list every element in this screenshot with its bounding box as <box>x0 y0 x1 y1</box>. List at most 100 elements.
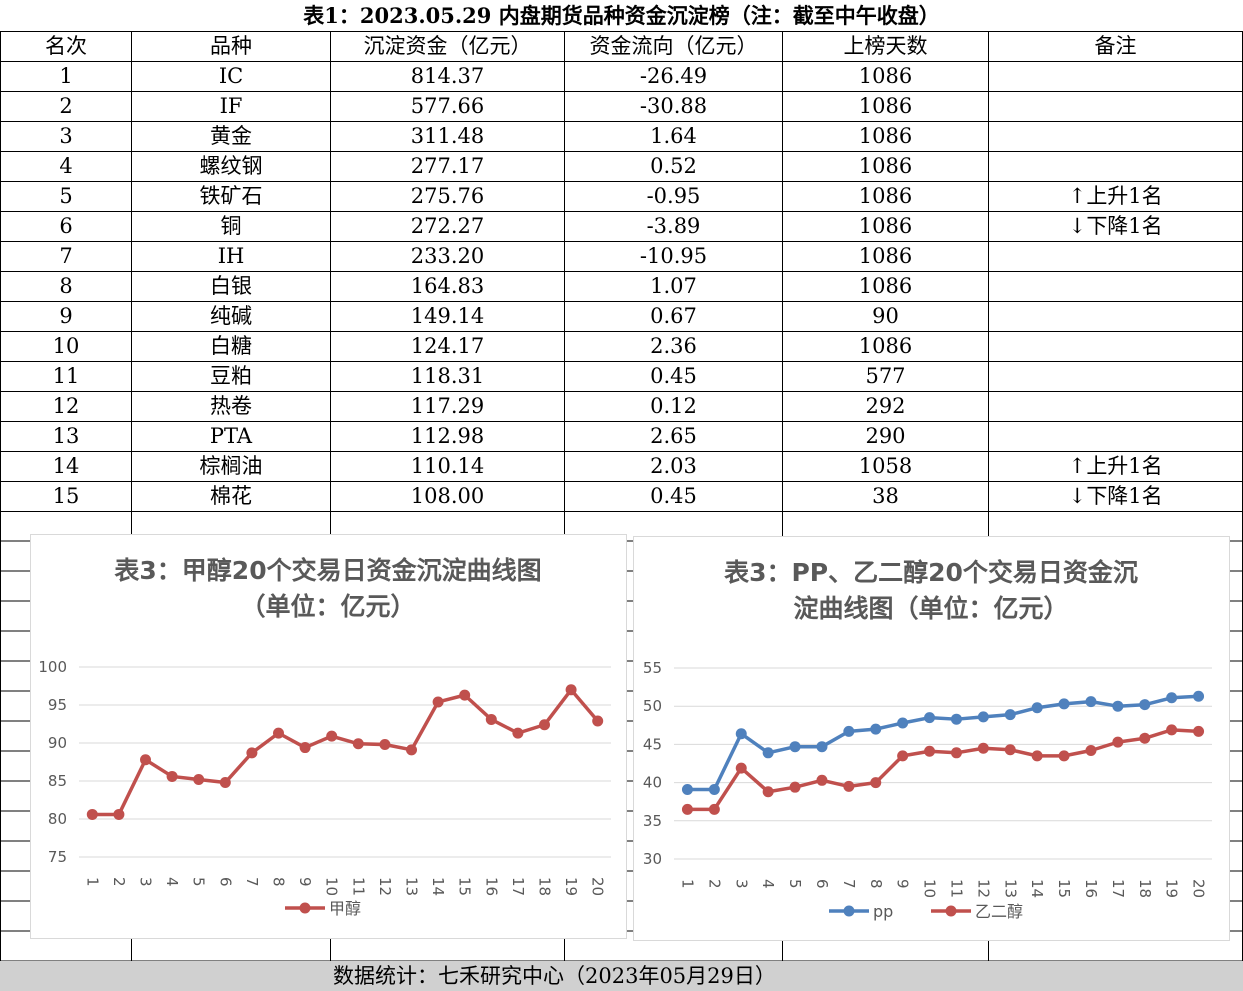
y-tick-label: 40 <box>643 774 662 792</box>
data-point <box>485 713 497 725</box>
cell-rank: 14 <box>0 451 132 482</box>
cell-note: ↑上升1名 <box>988 181 1243 212</box>
cell-name: IH <box>131 241 331 272</box>
cell-note <box>988 241 1243 272</box>
cell-days: 290 <box>782 421 989 452</box>
legend-marker <box>945 905 957 917</box>
data-point <box>352 738 364 750</box>
y-tick-label: 50 <box>643 697 662 715</box>
cell-name: IF <box>131 91 331 122</box>
y-tick-label: 80 <box>48 810 67 828</box>
data-point <box>1031 702 1043 714</box>
data-point <box>1004 709 1016 721</box>
x-tick-label: 5 <box>786 879 804 889</box>
cell-fund: 577.66 <box>330 91 565 122</box>
column-header-flow: 资金流向（亿元） <box>564 31 783 62</box>
table-row: 9 纯碱 149.14 0.67 90 <box>0 301 1243 332</box>
x-tick-label: 18 <box>536 877 554 896</box>
cell-flow: 0.45 <box>564 361 783 392</box>
x-tick-label: 17 <box>1109 879 1127 898</box>
x-tick-label: 15 <box>1055 879 1073 898</box>
data-point <box>816 774 828 786</box>
data-point <box>539 719 550 731</box>
x-tick-label: 19 <box>1163 879 1181 898</box>
data-point <box>1166 692 1178 704</box>
cell-days: 1086 <box>782 181 989 212</box>
x-tick-label: 13 <box>403 877 421 896</box>
data-point <box>977 711 989 723</box>
cell-days: 90 <box>782 301 989 332</box>
legend-marker <box>843 905 855 917</box>
data-point <box>843 725 855 737</box>
cell-rank: 2 <box>0 91 132 122</box>
methanol-chart: 表3：甲醇20个交易日资金沉淀曲线图 （单位：亿元） 75 80 85 90 95 100 1 2… <box>30 534 627 939</box>
data-point <box>1112 736 1124 748</box>
data-point <box>1139 699 1151 711</box>
x-tick-label: 6 <box>813 879 831 889</box>
data-point <box>565 684 577 696</box>
data-point <box>789 741 801 753</box>
data-point <box>762 747 774 759</box>
data-point <box>735 762 747 774</box>
data-point <box>977 742 989 754</box>
x-tick-label: 19 <box>562 877 580 896</box>
data-point <box>1166 724 1178 736</box>
x-tick-label: 14 <box>429 877 447 896</box>
cell-flow: 0.67 <box>564 301 783 332</box>
table-row: 6 铜 272.27 -3.89 1086 ↓下降1名 <box>0 211 1243 242</box>
legend-marker <box>299 902 311 914</box>
cell-rank: 4 <box>0 151 132 182</box>
cell-note <box>988 151 1243 182</box>
pp-glycol-chart: 表3：PP、乙二醇20个交易日资金沉 淀曲线图（单位：亿元） 30 35 40 45 50 5… <box>633 536 1230 941</box>
cell-fund: 117.29 <box>330 391 565 422</box>
cell-name: 铜 <box>131 211 331 242</box>
data-point <box>950 713 962 725</box>
cell-flow: -26.49 <box>564 61 783 92</box>
x-tick-label: 1 <box>83 877 101 887</box>
table-row: 7 IH 233.20 -10.95 1086 <box>0 241 1243 272</box>
data-point <box>1085 745 1097 757</box>
data-point <box>1193 690 1205 702</box>
table-row: 11 豆粕 118.31 0.45 577 <box>0 361 1243 392</box>
y-tick-label: 75 <box>48 848 67 866</box>
legend-label: 甲醇 <box>329 899 361 918</box>
note-text: 下降1名 <box>1086 214 1163 238</box>
cell-name: 豆粕 <box>131 361 331 392</box>
x-tick-label: 8 <box>270 877 288 887</box>
chart-title: 表3：PP、乙二醇20个交易日资金沉 <box>724 558 1138 587</box>
x-tick-label: 3 <box>137 877 155 887</box>
data-point <box>1058 698 1070 710</box>
table-row: 14 棕榈油 110.14 2.03 1058 ↑上升1名 <box>0 451 1243 482</box>
data-point <box>140 754 151 766</box>
data-point <box>1193 725 1205 737</box>
chart-title: （单位：亿元） <box>240 592 415 621</box>
table-row: 8 白银 164.83 1.07 1086 <box>0 271 1243 302</box>
series-line-1 <box>92 688 600 817</box>
cell-fund: 275.76 <box>330 181 565 212</box>
cell-days: 38 <box>782 481 989 512</box>
arrow-down-icon: ↓ <box>1068 214 1087 238</box>
data-point <box>924 745 936 757</box>
data-point <box>1031 750 1043 762</box>
footer-bar <box>0 961 1243 991</box>
y-tick-label: 55 <box>643 659 662 677</box>
x-tick-label: 9 <box>296 877 314 887</box>
data-point <box>1058 750 1070 762</box>
cell-days: 1086 <box>782 61 989 92</box>
legend-label: 乙二醇 <box>975 902 1023 921</box>
data-point <box>193 773 205 785</box>
data-point <box>512 727 524 739</box>
cell-rank: 1 <box>0 61 132 92</box>
cell-name: 铁矿石 <box>131 181 331 212</box>
cell-flow: -10.95 <box>564 241 783 272</box>
cell-fund: 124.17 <box>330 331 565 362</box>
data-point <box>681 803 693 815</box>
cell-name: 螺纹钢 <box>131 151 331 182</box>
data-point <box>870 723 882 735</box>
cell-name: 棉花 <box>131 481 331 512</box>
x-tick-label: 6 <box>216 877 234 887</box>
cell-days: 1086 <box>782 241 989 272</box>
cell-flow: 0.52 <box>564 151 783 182</box>
cell-flow: 1.64 <box>564 121 783 152</box>
cell-note <box>988 121 1243 152</box>
